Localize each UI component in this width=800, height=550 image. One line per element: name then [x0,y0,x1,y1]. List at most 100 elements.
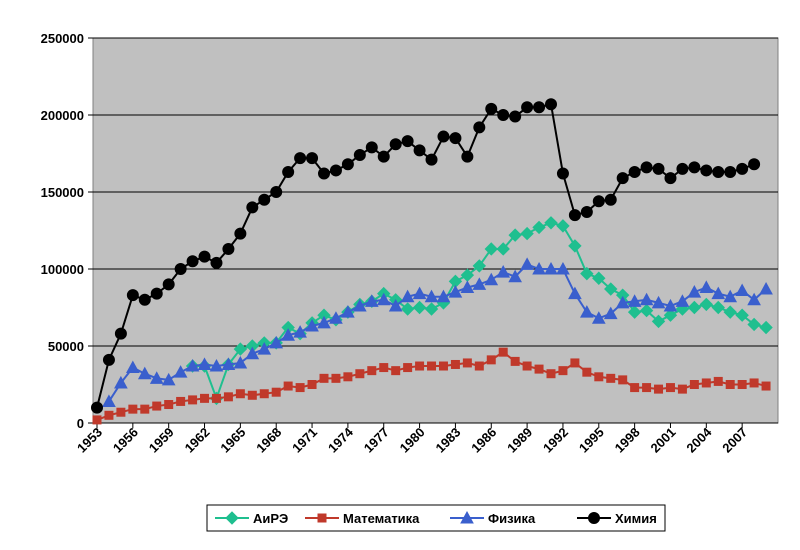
legend-label: АиРЭ [253,511,288,526]
legend-marker [225,511,239,525]
point [639,303,654,318]
point [701,378,711,388]
point [185,358,200,372]
point [630,383,640,393]
point [270,186,283,198]
point [126,289,139,302]
point [269,335,284,349]
point [532,261,546,275]
point [437,130,450,143]
point [235,389,245,399]
point [604,282,618,296]
point [92,415,102,425]
point [319,373,329,383]
point [198,250,211,263]
point [210,256,223,269]
x-tick-label: 2007 [719,425,750,456]
point [104,410,114,420]
x-tick-label: 1971 [289,425,320,456]
point [281,328,296,341]
point [582,367,592,377]
point [592,271,606,285]
x-tick-label: 1977 [361,425,392,456]
point [689,380,699,389]
point [522,361,532,371]
point [283,381,293,391]
legend-marker [317,513,327,523]
point [233,342,248,356]
x-tick-label: 1989 [504,425,535,456]
point [424,289,439,303]
point [759,320,773,335]
point [164,400,174,410]
y-tick-label: 150000 [41,185,84,200]
point [759,281,773,295]
point [603,306,618,320]
point [713,376,723,386]
point [377,150,390,163]
point [355,369,365,379]
point [388,298,403,312]
point [173,365,188,378]
point [627,305,642,319]
point [472,259,487,273]
point [664,172,677,185]
point [509,110,522,123]
point [137,366,152,380]
point [341,305,355,318]
point [247,390,257,400]
point [654,384,664,394]
point [114,327,127,340]
point [365,141,378,154]
point [615,295,630,309]
point [699,297,714,312]
point [341,158,354,171]
point [568,239,582,253]
point [307,380,317,389]
point [748,158,761,171]
point [604,193,617,206]
point [592,195,605,208]
point [271,387,281,397]
point [329,311,343,324]
point [687,300,702,315]
point [618,375,628,385]
point [687,285,702,298]
point [425,153,438,166]
point [556,261,570,275]
point [485,102,498,115]
y-tick-label: 250000 [41,31,84,46]
point [712,165,725,178]
point [116,407,126,417]
point [305,318,319,332]
point [651,295,666,309]
point [677,384,687,394]
point [570,358,580,368]
point [376,292,391,306]
point [521,101,534,114]
point [579,305,594,318]
point [412,300,427,315]
point [162,278,175,291]
point [436,289,451,303]
point [747,292,761,306]
point [353,149,366,162]
point [508,228,522,242]
point [627,294,642,307]
point [257,342,272,355]
point [580,266,594,281]
x-tick-label: 1968 [253,425,284,456]
point [233,355,248,369]
x-tick-label: 1965 [217,425,248,456]
point [472,277,487,290]
x-tick-label: 1992 [540,425,571,456]
point [663,308,678,322]
point [438,361,448,371]
point [534,364,544,374]
point [114,375,128,389]
point [318,167,330,180]
point [474,361,484,371]
point [246,201,259,214]
